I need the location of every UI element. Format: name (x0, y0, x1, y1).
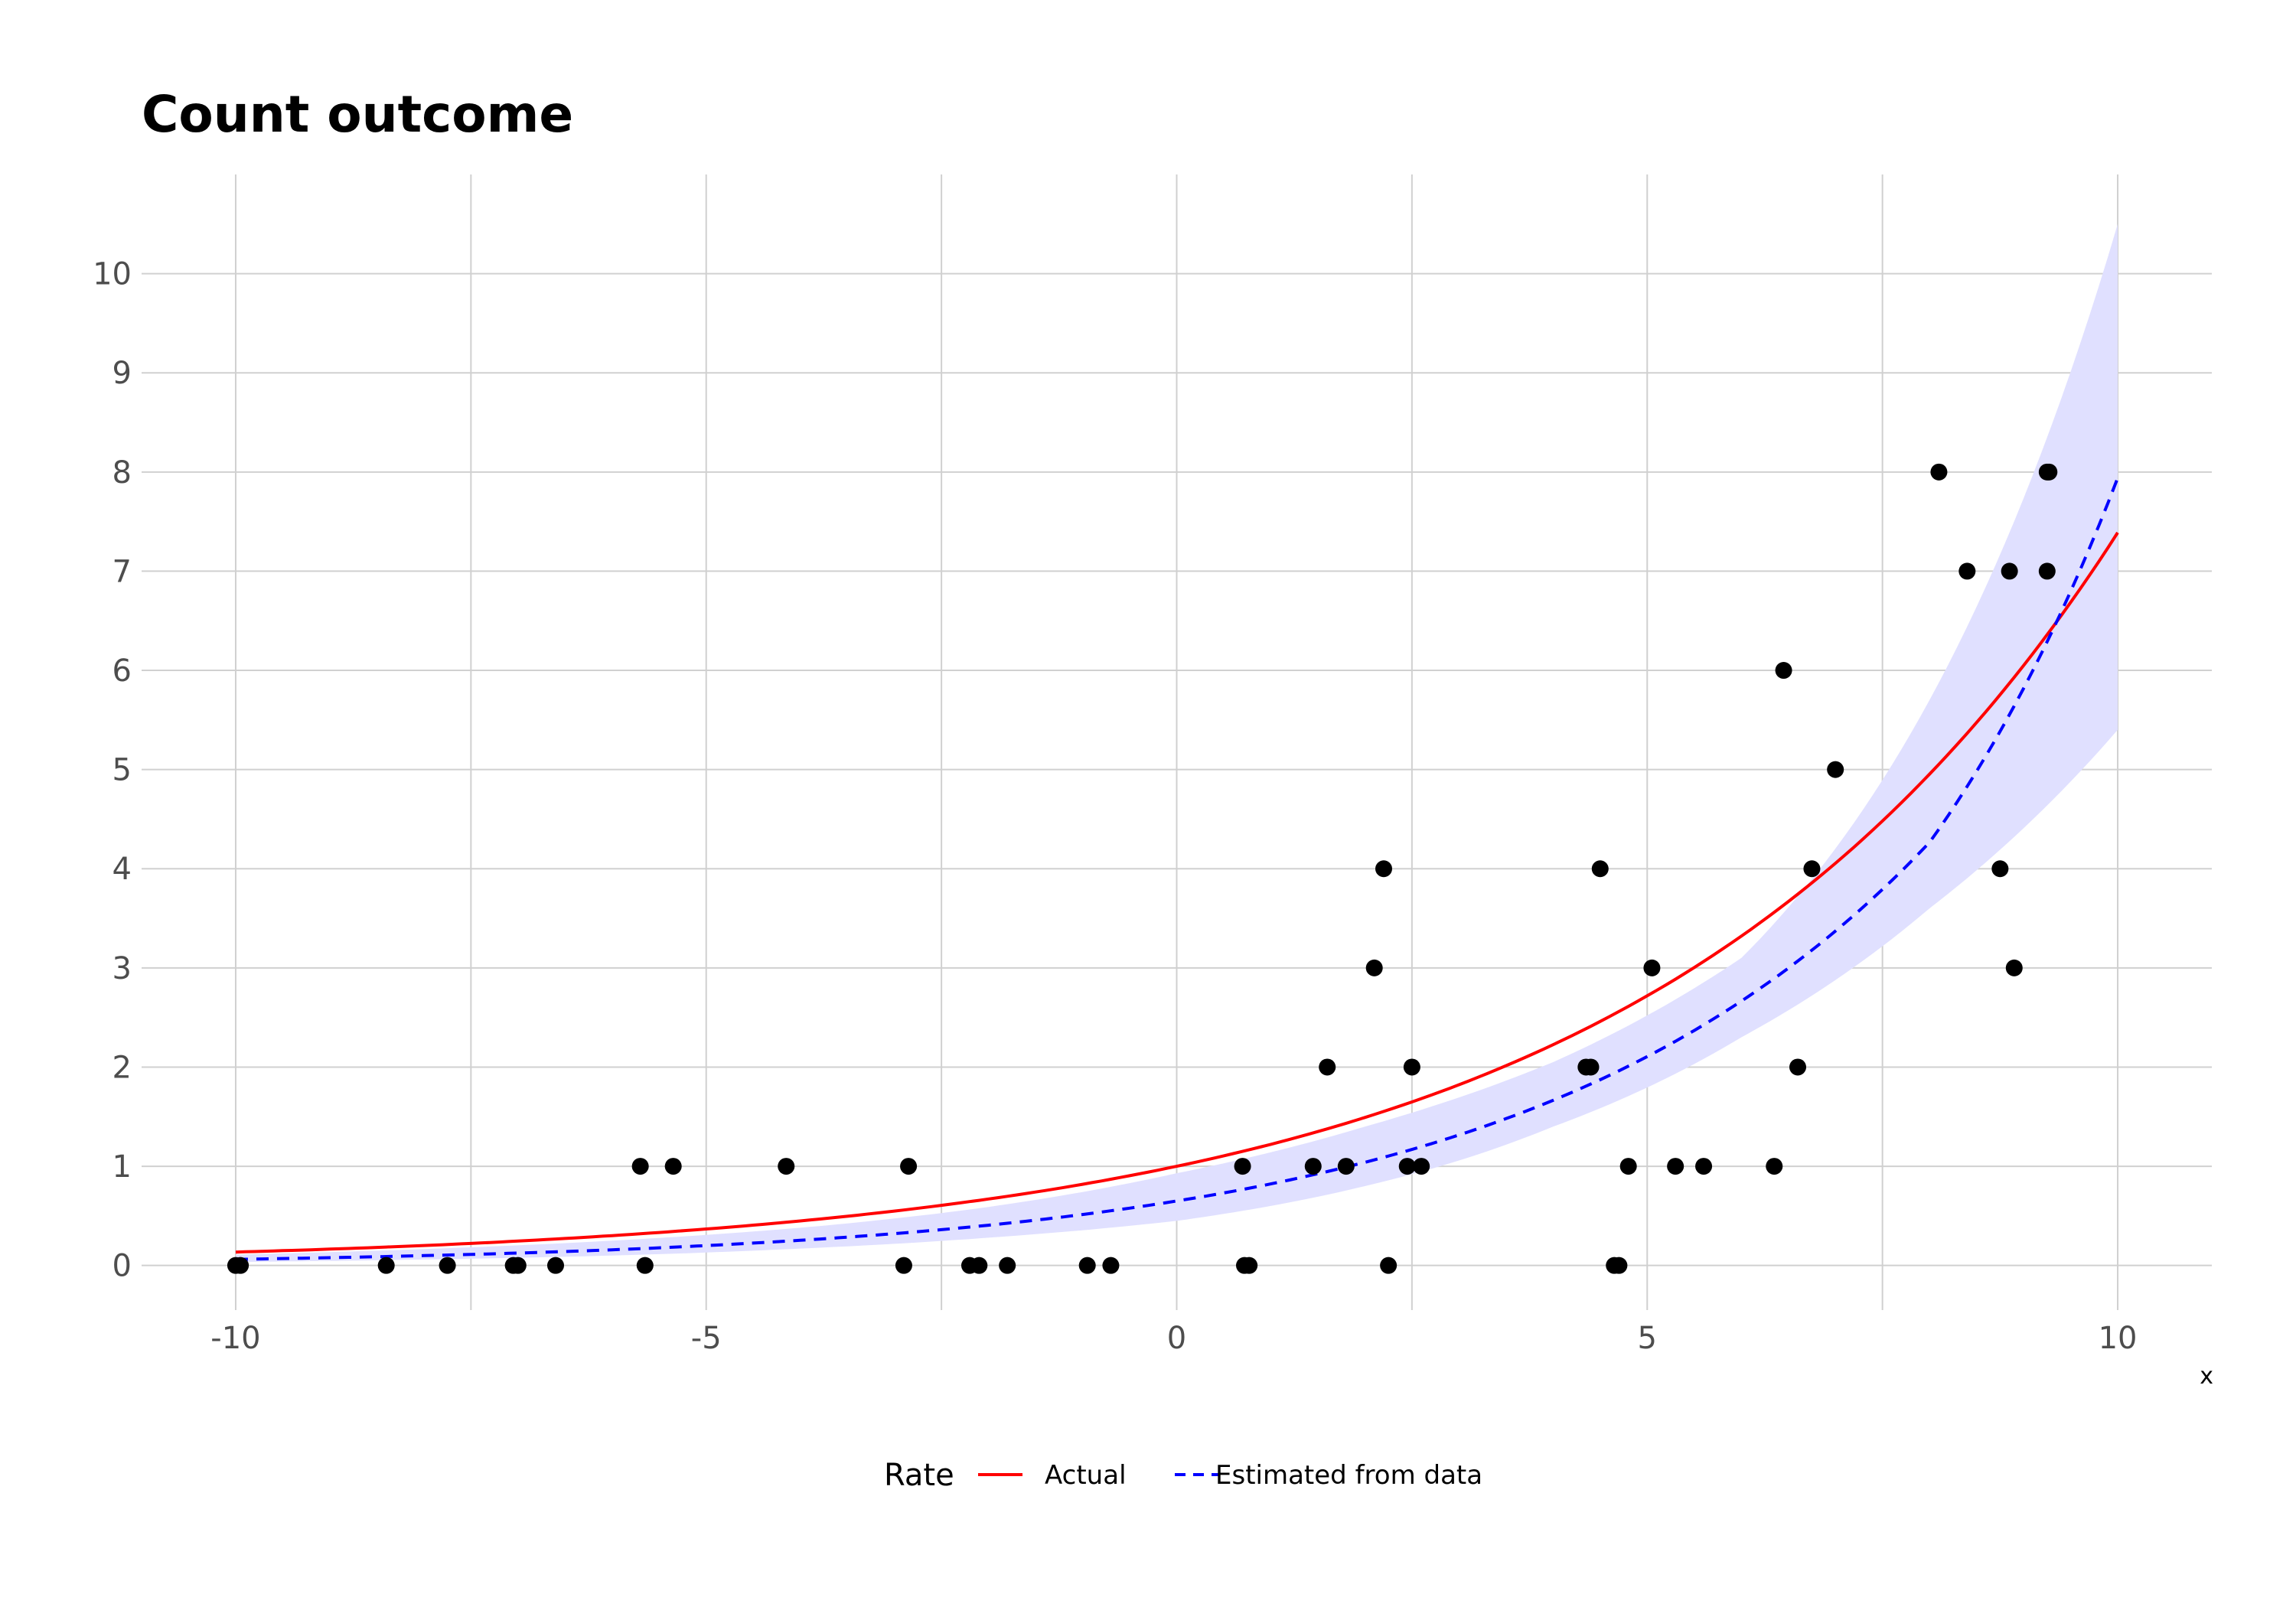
y-tick-label: 7 (113, 554, 132, 589)
data-points-layer (227, 463, 2058, 1274)
data-point (1078, 1257, 1096, 1274)
data-point (509, 1257, 527, 1274)
chart-title: Count outcome (142, 85, 573, 144)
data-point (1102, 1257, 1120, 1274)
data-point (1304, 1158, 1322, 1175)
estimated-rate-line (235, 477, 2119, 1261)
x-tick-label: 0 (1167, 1321, 1186, 1356)
legend: Rate Actual Estimated from data (884, 1458, 1482, 1493)
y-tick-label: 2 (113, 1050, 132, 1085)
data-point (1582, 1058, 1600, 1076)
data-point (636, 1257, 654, 1274)
data-point (1337, 1158, 1355, 1175)
data-point (1375, 860, 1392, 878)
actual-rate-line (235, 531, 2119, 1254)
legend-label-estimated: Estimated from data (1215, 1460, 1482, 1491)
grid (142, 174, 2212, 1310)
legend-title: Rate (884, 1458, 954, 1493)
data-point (1803, 860, 1821, 878)
data-point (2005, 959, 2023, 976)
data-point (999, 1257, 1016, 1274)
data-point (377, 1257, 395, 1274)
data-point (970, 1257, 988, 1274)
data-point (1643, 959, 1661, 976)
data-point (895, 1257, 912, 1274)
data-point (2001, 562, 2018, 580)
data-point (1958, 562, 1976, 580)
data-point (1398, 1158, 1416, 1175)
y-tick-label: 6 (113, 654, 132, 689)
data-point (1930, 463, 1948, 481)
y-tick-label: 9 (113, 356, 132, 391)
data-point (547, 1257, 564, 1274)
data-point (1766, 1158, 1783, 1175)
data-point (1695, 1158, 1713, 1175)
data-point (1413, 1158, 1430, 1175)
data-point (1319, 1058, 1336, 1076)
legend-label-actual: Actual (1045, 1460, 1127, 1491)
x-axis-ticks: -10 -5 0 5 10 (210, 1321, 2137, 1356)
y-tick-label: 3 (113, 951, 132, 986)
data-point (1241, 1257, 1258, 1274)
series-lines-layer (235, 477, 2119, 1261)
data-point (1789, 1058, 1806, 1076)
x-tick-label: 5 (1638, 1321, 1657, 1356)
data-point (900, 1158, 918, 1175)
data-point (1380, 1257, 1397, 1274)
y-tick-label: 8 (113, 455, 132, 491)
data-point (1610, 1257, 1628, 1274)
data-point (1365, 959, 1383, 976)
y-tick-label: 4 (113, 852, 132, 887)
y-axis-ticks: 0 1 2 3 4 5 6 7 8 9 10 (93, 257, 132, 1284)
y-tick-label: 1 (113, 1149, 132, 1185)
data-point (1403, 1058, 1420, 1076)
data-point (631, 1158, 649, 1175)
data-point (778, 1158, 795, 1175)
data-point (1667, 1158, 1684, 1175)
data-point (439, 1257, 456, 1274)
data-point (2040, 463, 2058, 481)
data-point (232, 1257, 249, 1274)
y-tick-label: 0 (113, 1249, 132, 1284)
x-tick-label: -5 (691, 1321, 722, 1356)
data-point (664, 1158, 682, 1175)
y-tick-label: 5 (113, 753, 132, 788)
data-point (2038, 562, 2056, 580)
data-point (1619, 1158, 1637, 1175)
data-point (1827, 761, 1844, 778)
y-tick-label: 10 (93, 257, 132, 292)
x-tick-label: -10 (210, 1321, 260, 1356)
data-point (1591, 860, 1609, 878)
data-point (1775, 662, 1792, 680)
data-point (1234, 1158, 1251, 1175)
x-tick-label: 10 (2099, 1321, 2138, 1356)
x-axis-label: x (2200, 1363, 2213, 1390)
data-point (1991, 860, 2009, 878)
